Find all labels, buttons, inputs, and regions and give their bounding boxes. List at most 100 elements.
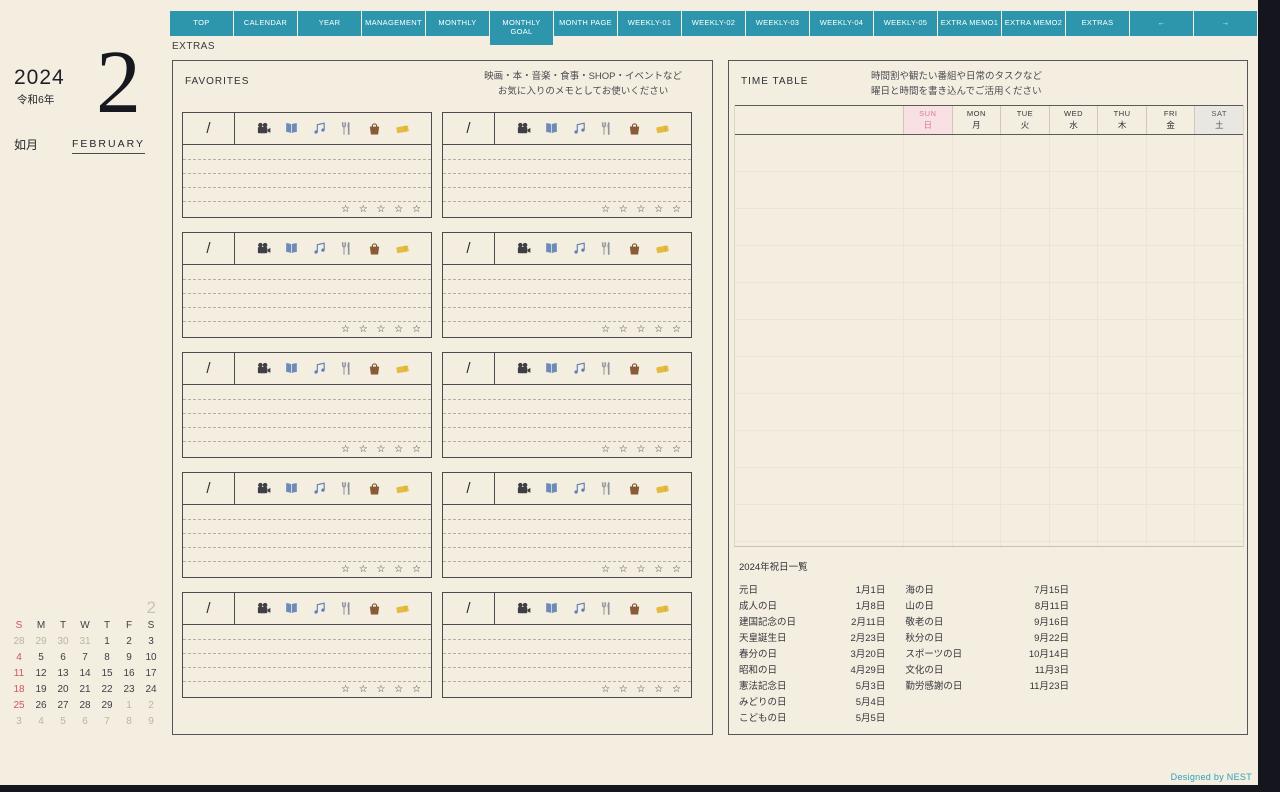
writing-line [443, 187, 691, 188]
mini-calendar-day: 24 [145, 684, 157, 695]
holiday-date: 10月14日 [1028, 649, 1069, 660]
favorites-note-line2: お気に入りのメモとしてお使いください [497, 86, 669, 97]
mini-calendar-day: 28 [13, 636, 25, 647]
nav-weekly-02[interactable]: WEEKLY-02 [682, 11, 745, 36]
mini-calendar-day: 13 [57, 668, 69, 679]
movie-camera-icon [516, 601, 531, 616]
music-notes-icon [312, 241, 327, 256]
mini-calendar-day: 3 [148, 636, 154, 647]
timetable-col-mon: MON 月 [951, 106, 1001, 134]
writing-line [183, 639, 431, 640]
nav-top[interactable]: TOP [170, 11, 233, 36]
holiday-name [905, 695, 1013, 711]
writing-line [443, 307, 691, 308]
holiday-name: 文化の日 [905, 665, 944, 676]
timetable-body-day-column [1097, 135, 1146, 546]
timetable-note: 時間割や観たい番組や日常のタスクなど 曜日と時間を書き込んでご活用ください [871, 69, 1042, 99]
holiday-date: 4月29日 [850, 665, 886, 676]
fav-stars: ☆ ☆ ☆ ☆ ☆ [341, 684, 424, 695]
nav-weekly-03[interactable]: WEEKLY-03 [746, 11, 809, 36]
page-edge-right [1258, 0, 1280, 792]
timetable-col-sat: SAT 土 [1194, 106, 1244, 134]
nav-extra-memo2[interactable]: EXTRA MEMO2 [1002, 11, 1065, 36]
favorites-panel: FAVORITES 映画・本・音楽・食事・SHOP・イベントなど お気に入りのメ… [172, 60, 713, 735]
mini-calendar-day: 6 [82, 716, 88, 727]
nav-calendar[interactable]: CALENDAR [234, 11, 297, 36]
nav-year[interactable]: YEAR [298, 11, 361, 36]
favorite-card-header: / [443, 473, 691, 505]
holiday-date: 11月3日 [1034, 665, 1069, 676]
holiday-row: 昭和の日 4月29日 文化の日 11月3日 [739, 663, 1069, 679]
fav-date-cell: / [183, 233, 235, 264]
favorite-card-header: / [183, 473, 431, 505]
fav-date-cell: / [443, 473, 495, 504]
holiday-date: 1月8日 [855, 601, 886, 612]
mini-calendar-day: 28 [79, 700, 91, 711]
favorite-card-header: / [183, 233, 431, 265]
fav-date-cell: / [443, 593, 495, 624]
fav-icon-row [495, 473, 691, 504]
mini-calendar-day: 1 [104, 636, 110, 647]
open-book-icon [544, 241, 559, 256]
favorites-grid: / ☆ ☆ ☆ ☆ ☆ / ☆ ☆ ☆ ☆ ☆ / [182, 112, 692, 698]
open-book-icon [544, 481, 559, 496]
writing-line [443, 653, 691, 654]
favorite-card-body: ☆ ☆ ☆ ☆ ☆ [183, 386, 431, 457]
favorites-note: 映画・本・音楽・食事・SHOP・イベントなど お気に入りのメモとしてお使いくださ… [484, 69, 682, 99]
music-notes-icon [572, 361, 587, 376]
holiday-name: スポーツの日 [905, 649, 963, 660]
fav-icon-row [235, 473, 431, 504]
writing-line [183, 413, 431, 414]
fav-date-cell: / [183, 353, 235, 384]
page-edge-bottom [0, 785, 1280, 792]
movie-camera-icon [516, 121, 531, 136]
fav-icon-row [495, 593, 691, 624]
writing-line [443, 201, 691, 202]
nav-management[interactable]: MANAGEMENT [362, 11, 425, 36]
movie-camera-icon [256, 241, 271, 256]
nav-month-page[interactable]: MONTH PAGE [554, 11, 617, 36]
nav-extra-memo1[interactable]: EXTRA MEMO1 [938, 11, 1001, 36]
mini-calendar-day: 10 [145, 652, 157, 663]
month-english: FEBRUARY [72, 138, 145, 154]
nav-weekly-05[interactable]: WEEKLY-05 [874, 11, 937, 36]
writing-line [443, 427, 691, 428]
movie-camera-icon [516, 241, 531, 256]
nav-next-arrow[interactable]: → [1194, 11, 1257, 36]
mini-calendar: 2 S M T W T F S 28 29 30 31 1 2 3 4 5 6 7 8 9 10 11 12 13 14 15 16… [8, 598, 166, 730]
music-notes-icon [572, 121, 587, 136]
mini-calendar-day: 31 [79, 636, 91, 647]
music-notes-icon [572, 481, 587, 496]
timetable-body-day-column [1048, 135, 1098, 546]
nav-prev-arrow[interactable]: ← [1130, 11, 1193, 36]
nav-weekly-04[interactable]: WEEKLY-04 [810, 11, 873, 36]
fork-knife-icon [339, 241, 354, 256]
holiday-name: 秋分の日 [905, 633, 944, 644]
writing-line [183, 533, 431, 534]
ticket-icon [395, 241, 410, 256]
mini-calendar-day: 22 [101, 684, 113, 695]
handbag-icon [367, 481, 382, 496]
fav-date-cell: / [183, 473, 235, 504]
writing-line [183, 653, 431, 654]
writing-line [183, 519, 431, 520]
nav-monthly[interactable]: MONTHLY [426, 11, 489, 36]
mini-calendar-day: 29 [101, 700, 113, 711]
mini-calendar-weekday-header: T [59, 620, 67, 631]
writing-line [183, 427, 431, 428]
month-number: 2 [96, 33, 141, 132]
nav-extras[interactable]: EXTRAS [1066, 11, 1129, 36]
writing-line [183, 321, 431, 322]
writing-line [183, 173, 431, 174]
writing-line [443, 639, 691, 640]
writing-line [443, 519, 691, 520]
timetable-body-label-column [735, 135, 903, 546]
fav-date-cell: / [443, 113, 495, 144]
holiday-name: 海の日 [905, 585, 934, 596]
writing-line [183, 681, 431, 682]
nav-monthly-goal[interactable]: MONTHLY GOAL [490, 11, 553, 45]
top-nav: TOP CALENDAR YEAR MANAGEMENT MONTHLY MONTHLY … [170, 11, 1257, 45]
mini-calendar-day: 8 [126, 716, 132, 727]
favorite-card-body: ☆ ☆ ☆ ☆ ☆ [183, 266, 431, 337]
nav-weekly-01[interactable]: WEEKLY-01 [618, 11, 681, 36]
